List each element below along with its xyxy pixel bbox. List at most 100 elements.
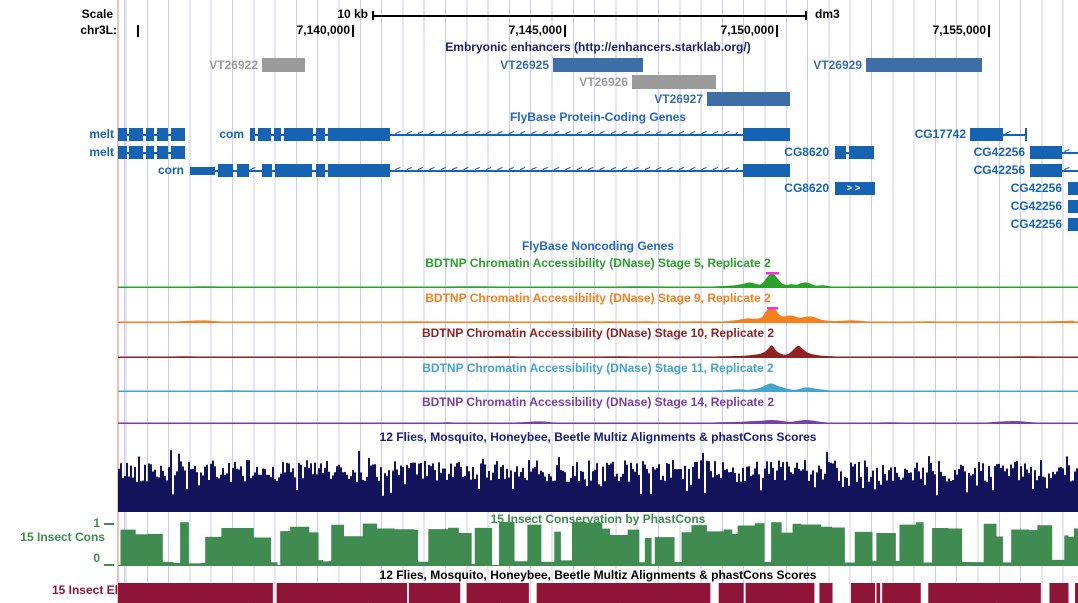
gene-exon-block[interactable] — [970, 128, 1003, 141]
gene-exon-block[interactable] — [258, 128, 271, 141]
gene-item-label: corn — [157, 163, 184, 177]
gene-exon-block[interactable] — [743, 128, 790, 141]
gene-utr-block[interactable] — [190, 166, 215, 175]
enhancer-item-box[interactable] — [866, 58, 982, 72]
bdtnp-signal[interactable] — [118, 271, 1078, 288]
gene-strand-arrows: < — [1064, 165, 1076, 176]
gene-exon-block[interactable] — [275, 164, 312, 177]
gene-exon-block[interactable] — [146, 146, 154, 159]
gene-exon-block[interactable] — [743, 164, 790, 177]
enhancer-item-box[interactable] — [632, 75, 716, 89]
gene-exon-block-forward[interactable]: >> — [835, 182, 875, 195]
elements-left-label[interactable]: 15 Insect El — [51, 583, 118, 597]
gene-exon-block[interactable] — [284, 128, 313, 141]
enhancer-item-label: VT26922 — [209, 58, 258, 72]
gene-exon-block[interactable] — [171, 146, 185, 159]
ruler-coordinate-tick — [352, 25, 354, 37]
gene-exon-block[interactable] — [129, 128, 143, 141]
scale-label: Scale — [81, 7, 113, 21]
gene-exon-block[interactable] — [237, 164, 249, 177]
gene-strand-arrows: < — [1005, 129, 1017, 140]
chromosome-label: chr3L: — [80, 23, 117, 37]
multiz-track-title: 12 Flies, Mosquito, Honeybee, Beetle Mul… — [379, 430, 817, 444]
bdtnp-track-title: BDTNP Chromatin Accessibility (DNase) St… — [421, 395, 775, 409]
gene-exon-block[interactable] — [118, 146, 127, 159]
gene-exon-block[interactable] — [157, 146, 168, 159]
chromosome-start-tick — [137, 25, 139, 37]
gene-exon-block[interactable] — [146, 128, 154, 141]
gene-exon-block[interactable] — [157, 128, 168, 141]
phastcons-axis-min: 0 — [93, 551, 100, 565]
gene-exon-block[interactable] — [328, 128, 390, 141]
enhancer-item-label: VT26927 — [654, 92, 703, 106]
gene-item-label: CG42256 — [973, 145, 1025, 159]
ruler-coordinate-label: 7,150,000 — [720, 23, 774, 37]
multiz-track-title-2: 12 Flies, Mosquito, Honeybee, Beetle Mul… — [379, 568, 817, 582]
gene-exon-block[interactable] — [1068, 182, 1078, 195]
ruler-coordinate-label: 7,145,000 — [508, 23, 562, 37]
gene-intron-line[interactable] — [1062, 152, 1078, 154]
bdtnp-signal[interactable] — [118, 306, 1078, 323]
gene-exon-block[interactable] — [1068, 218, 1078, 231]
scalebar-line — [372, 15, 806, 17]
assembly-label: dm3 — [815, 7, 840, 21]
gene-exon-block[interactable] — [328, 164, 390, 177]
enhancer-item-label: VT26926 — [579, 75, 628, 89]
left-boundary-line — [117, 0, 119, 603]
phastcons-left-label[interactable]: 15 Insect Cons — [20, 530, 105, 544]
gene-exon-block[interactable] — [250, 128, 255, 141]
scalebar-length-label: 10 kb — [337, 7, 368, 21]
phastcons-track-title: 15 Insect Conservation by PhastCons — [490, 512, 706, 526]
gene-exon-block[interactable] — [171, 128, 185, 141]
gene-strand-arrows: <<<<<<<<<<<<<<<<<<<<<<<<<<<<<<< — [395, 129, 738, 140]
bdtnp-track-title: BDTNP Chromatin Accessibility (DNase) St… — [425, 291, 771, 305]
gene-item-label: CG8620 — [784, 181, 829, 195]
gene-exon-block[interactable] — [129, 146, 143, 159]
gene-strand-arrows: < — [1064, 147, 1076, 158]
phastcons-axis-max-tick — [104, 523, 114, 525]
gene-intron-line[interactable] — [1003, 134, 1025, 136]
bdtnp-track-title: BDTNP Chromatin Accessibility (DNase) St… — [425, 256, 771, 270]
gene-exon-block[interactable] — [118, 128, 127, 141]
gene-item-label: com — [219, 127, 244, 141]
bdtnp-signal[interactable] — [118, 376, 1078, 392]
conserved-elements-track[interactable] — [118, 583, 1078, 603]
gene-exon-block[interactable] — [262, 164, 272, 177]
ruler-coordinate-label: 7,140,000 — [296, 23, 350, 37]
flybase-noncoding-track-title: FlyBase Noncoding Genes — [521, 239, 675, 253]
gene-exon-block[interactable] — [316, 164, 325, 177]
phastcons-histogram[interactable] — [118, 521, 1078, 566]
phastcons-axis-min-tick — [104, 564, 114, 566]
gene-exon-block[interactable] — [218, 164, 233, 177]
enhancer-item-box[interactable] — [707, 92, 790, 106]
gene-item-label: CG17742 — [914, 127, 966, 141]
multiz-histogram[interactable] — [118, 447, 1078, 512]
gene-exon-block[interactable] — [849, 146, 874, 159]
gene-item-label: melt — [89, 145, 114, 159]
ruler-coordinate-label: 7,155,000 — [932, 23, 986, 37]
gene-exon-block[interactable] — [1030, 146, 1062, 159]
gene-exon-block[interactable] — [835, 146, 846, 159]
gene-intron-line[interactable] — [250, 134, 743, 136]
gene-item-label: melt — [89, 127, 114, 141]
enhancer-item-box[interactable] — [553, 58, 643, 72]
gene-exon-block[interactable] — [1030, 164, 1062, 177]
ruler-coordinate-tick — [988, 25, 990, 37]
gene-item-label: CG8620 — [784, 145, 829, 159]
gene-exon-block[interactable] — [274, 128, 281, 141]
gene-item-label: CG42256 — [1010, 199, 1062, 213]
ruler-coordinate-tick — [564, 25, 566, 37]
bdtnp-signal[interactable] — [118, 408, 1078, 424]
enhancers-track-title: Embryonic enhancers (http://enhancers.st… — [445, 40, 751, 54]
enhancer-item-box[interactable] — [262, 58, 305, 72]
gene-intron-line[interactable] — [1062, 170, 1078, 172]
phastcons-axis-max: 1 — [93, 516, 100, 530]
gene-exon-block[interactable] — [316, 128, 325, 141]
bdtnp-track-title: BDTNP Chromatin Accessibility (DNase) St… — [422, 361, 774, 375]
gene-exon-block[interactable] — [1068, 200, 1078, 213]
gene-intron-line[interactable] — [190, 170, 743, 172]
bdtnp-signal[interactable] — [118, 342, 1078, 358]
ruler-coordinate-tick — [776, 25, 778, 37]
bdtnp-track-title: BDTNP Chromatin Accessibility (DNase) St… — [421, 326, 775, 340]
